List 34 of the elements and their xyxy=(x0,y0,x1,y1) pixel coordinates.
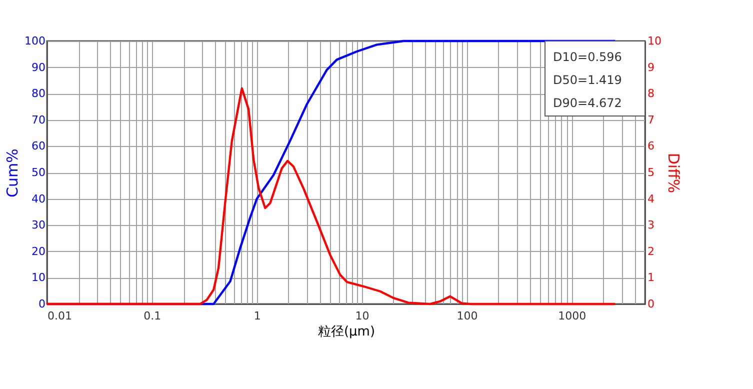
x-tick-label: 1000 xyxy=(558,310,586,322)
y2-tick-label: 0 xyxy=(648,298,654,310)
annotation: D90=4.672 xyxy=(553,96,622,110)
x-tick-label: 100 xyxy=(456,310,478,322)
y2-tick-label: 10 xyxy=(648,34,662,48)
y-tick-label: 100 xyxy=(24,34,46,48)
y-tick-label: 40 xyxy=(32,192,46,206)
y2-tick-label: 5 xyxy=(648,166,654,179)
y2-axis-title: Diff% xyxy=(664,152,682,194)
y2-tick-label: 6 xyxy=(648,140,654,153)
y-tick-label: 20 xyxy=(32,244,46,258)
x-tick-label: 10 xyxy=(355,310,370,322)
x-tick-label: 0.1 xyxy=(144,310,162,322)
y-tick-label: 90 xyxy=(32,60,46,74)
x-tick-label: 0.01 xyxy=(48,310,72,322)
y2-tick-label: 1 xyxy=(648,271,654,284)
y2-tick-label: 7 xyxy=(648,113,654,126)
annotation: D10=0.596 xyxy=(553,50,622,64)
y-tick-label: 80 xyxy=(32,87,46,100)
y2-tick-label: 3 xyxy=(648,218,654,232)
y2-tick-label: 8 xyxy=(648,87,654,100)
y2-tick-label: 2 xyxy=(648,244,654,258)
y2-tick-label: 9 xyxy=(648,60,654,74)
y-tick-label: 50 xyxy=(32,166,46,179)
y-tick-label: 70 xyxy=(32,113,46,126)
y2-tick-label: 4 xyxy=(648,192,654,206)
y-axis-title: Cum% xyxy=(4,148,22,198)
y-tick-label: 10 xyxy=(32,271,46,284)
x-axis-title: 粒径(μm) xyxy=(318,324,376,340)
annotation: D50=1.419 xyxy=(553,73,622,87)
y-tick-label: 30 xyxy=(32,218,46,232)
y-tick-label: 60 xyxy=(32,140,46,153)
y-tick-label: 0 xyxy=(38,298,46,310)
x-tick-label: 1 xyxy=(254,310,261,322)
